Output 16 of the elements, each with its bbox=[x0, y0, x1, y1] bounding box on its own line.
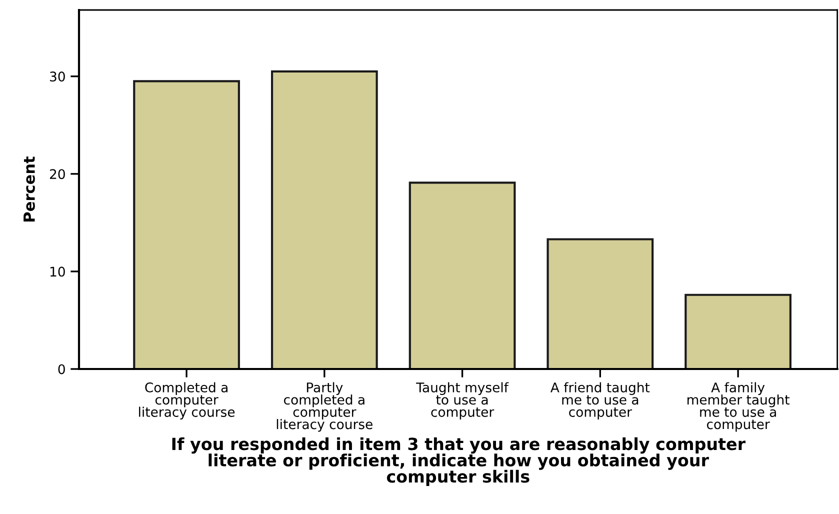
y-tick-label: 0 bbox=[58, 364, 65, 374]
bar bbox=[133, 80, 240, 369]
bar bbox=[270, 70, 378, 369]
x-tick-label: A friend taught me to use a computer bbox=[550, 382, 650, 420]
bar bbox=[546, 238, 654, 369]
y-tick-label: 20 bbox=[50, 169, 65, 180]
x-tick-label: Partly completed a computer literacy course bbox=[276, 382, 372, 432]
x-tick-label: Completed a computer literacy course bbox=[139, 382, 235, 420]
y-tick-label: 30 bbox=[50, 72, 65, 82]
y-axis-title: Percent bbox=[24, 156, 35, 222]
x-tick-label: Taught myself to use a computer bbox=[416, 382, 509, 420]
bar bbox=[408, 182, 516, 369]
x-tick-label: A family member taught me to use a computer bbox=[688, 382, 790, 432]
bar bbox=[684, 294, 792, 369]
x-axis-title: If you responded in item 3 that you are reasonably computer literate or proficient, indicate how you obtained your computer skills bbox=[172, 437, 746, 486]
y-tick-label: 10 bbox=[50, 266, 65, 277]
